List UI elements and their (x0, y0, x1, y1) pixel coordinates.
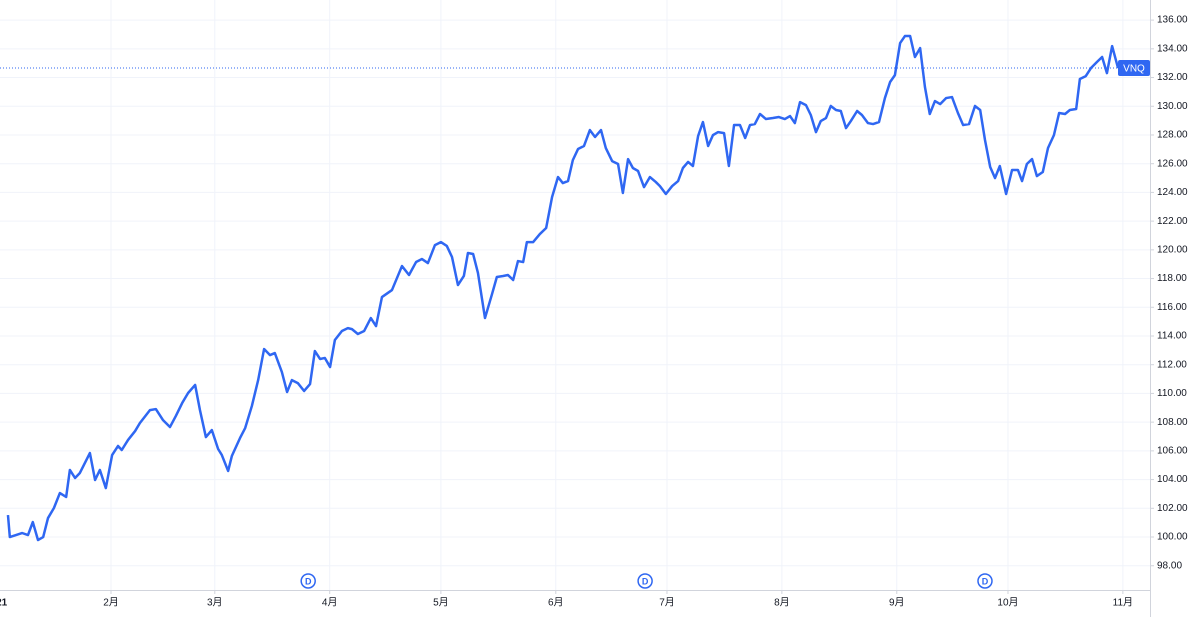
dividend-label: D (642, 576, 649, 586)
x-tick-label: 11月 (1113, 597, 1133, 609)
legend-tag (1118, 60, 1150, 77)
y-tick-label: 108.00 (1157, 417, 1188, 428)
x-tick-label: 10月 (997, 597, 1018, 609)
y-tick-label: 110.00 (1157, 388, 1187, 399)
y-tick-label: 118.00 (1157, 273, 1187, 284)
y-tick-label: 136.00 (1157, 15, 1188, 26)
y-tick-label: 132.00 (1157, 72, 1188, 83)
dividend-label: D (982, 576, 989, 586)
y-tick-label: 104.00 (1157, 474, 1188, 485)
y-tick-label: 122.00 (1157, 216, 1188, 227)
y-tick-label: 124.00 (1157, 187, 1188, 198)
y-tick-label: 128.00 (1157, 130, 1188, 141)
y-tick-label: 100.00 (1157, 532, 1188, 543)
dividend-marker (977, 573, 993, 589)
legend-label: VNQ (1123, 64, 1145, 75)
y-tick-label: 106.00 (1157, 446, 1188, 457)
dividend-label: D (305, 576, 312, 586)
x-tick-label: 5月 (433, 597, 449, 609)
x-tick-label: 6月 (548, 597, 564, 609)
x-tick-label: 8月 (774, 597, 790, 609)
x-tick-label: 3月 (207, 597, 223, 609)
price-line (6, 34, 1120, 542)
y-tick-label: 98.00 (1157, 560, 1182, 571)
x-tick-label: 7月 (659, 597, 675, 609)
y-tick-label: 116.00 (1157, 302, 1187, 313)
x-tick-label: 4月 (322, 597, 338, 609)
dividend-marker (300, 573, 316, 589)
y-tick-label: 102.00 (1157, 503, 1188, 514)
y-tick-label: 126.00 (1157, 158, 1188, 169)
y-tick-label: 112.00 (1157, 359, 1187, 370)
y-tick-label: 120.00 (1157, 244, 1188, 255)
y-tick-label: 134.00 (1157, 43, 1188, 54)
x-tick-label: 9月 (889, 597, 905, 609)
x-tick-label: 2月 (103, 597, 119, 609)
dividend-marker (637, 573, 653, 589)
x-tick-label: 2021 (0, 598, 8, 609)
y-tick-label: 130.00 (1157, 101, 1188, 112)
y-tick-label: 114.00 (1157, 331, 1187, 342)
plot (0, 34, 1150, 542)
grid (0, 0, 1150, 590)
